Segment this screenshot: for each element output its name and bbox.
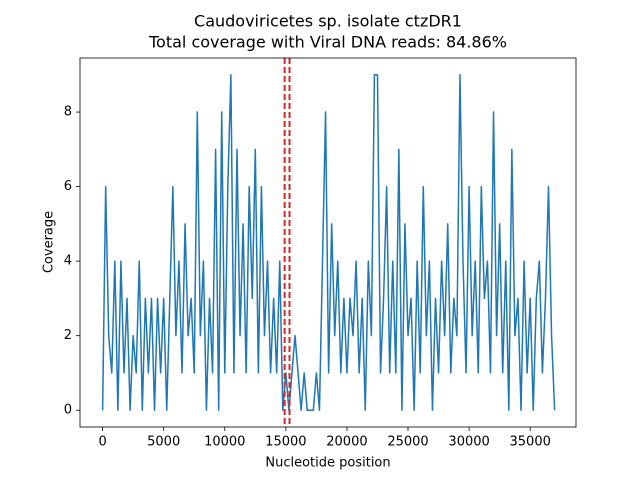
x-axis-label: Nucleotide position — [265, 456, 390, 471]
x-tick-label: 5000 — [147, 435, 180, 450]
x-tick-label: 15000 — [265, 435, 306, 450]
y-tick-label: 8 — [64, 105, 72, 120]
y-axis-label: Coverage — [42, 211, 57, 273]
y-tick-label: 4 — [64, 254, 72, 269]
x-tick-label: 10000 — [204, 435, 245, 450]
x-tick-label: 20000 — [326, 435, 367, 450]
y-tick-label: 0 — [64, 403, 72, 418]
x-tick-label: 35000 — [510, 435, 551, 450]
x-tick-label: 0 — [98, 435, 106, 450]
y-tick-label: 6 — [64, 179, 72, 194]
plot-frame — [79, 57, 577, 428]
chart-title: Caudoviricetes sp. isolate ctzDR1 — [194, 12, 462, 31]
y-tick-label: 2 — [64, 328, 72, 343]
x-tick-label: 25000 — [387, 435, 428, 450]
coverage-line — [101, 74, 556, 411]
x-tick-label: 30000 — [448, 435, 489, 450]
chart-subtitle: Total coverage with Viral DNA reads: 84.… — [148, 33, 507, 52]
